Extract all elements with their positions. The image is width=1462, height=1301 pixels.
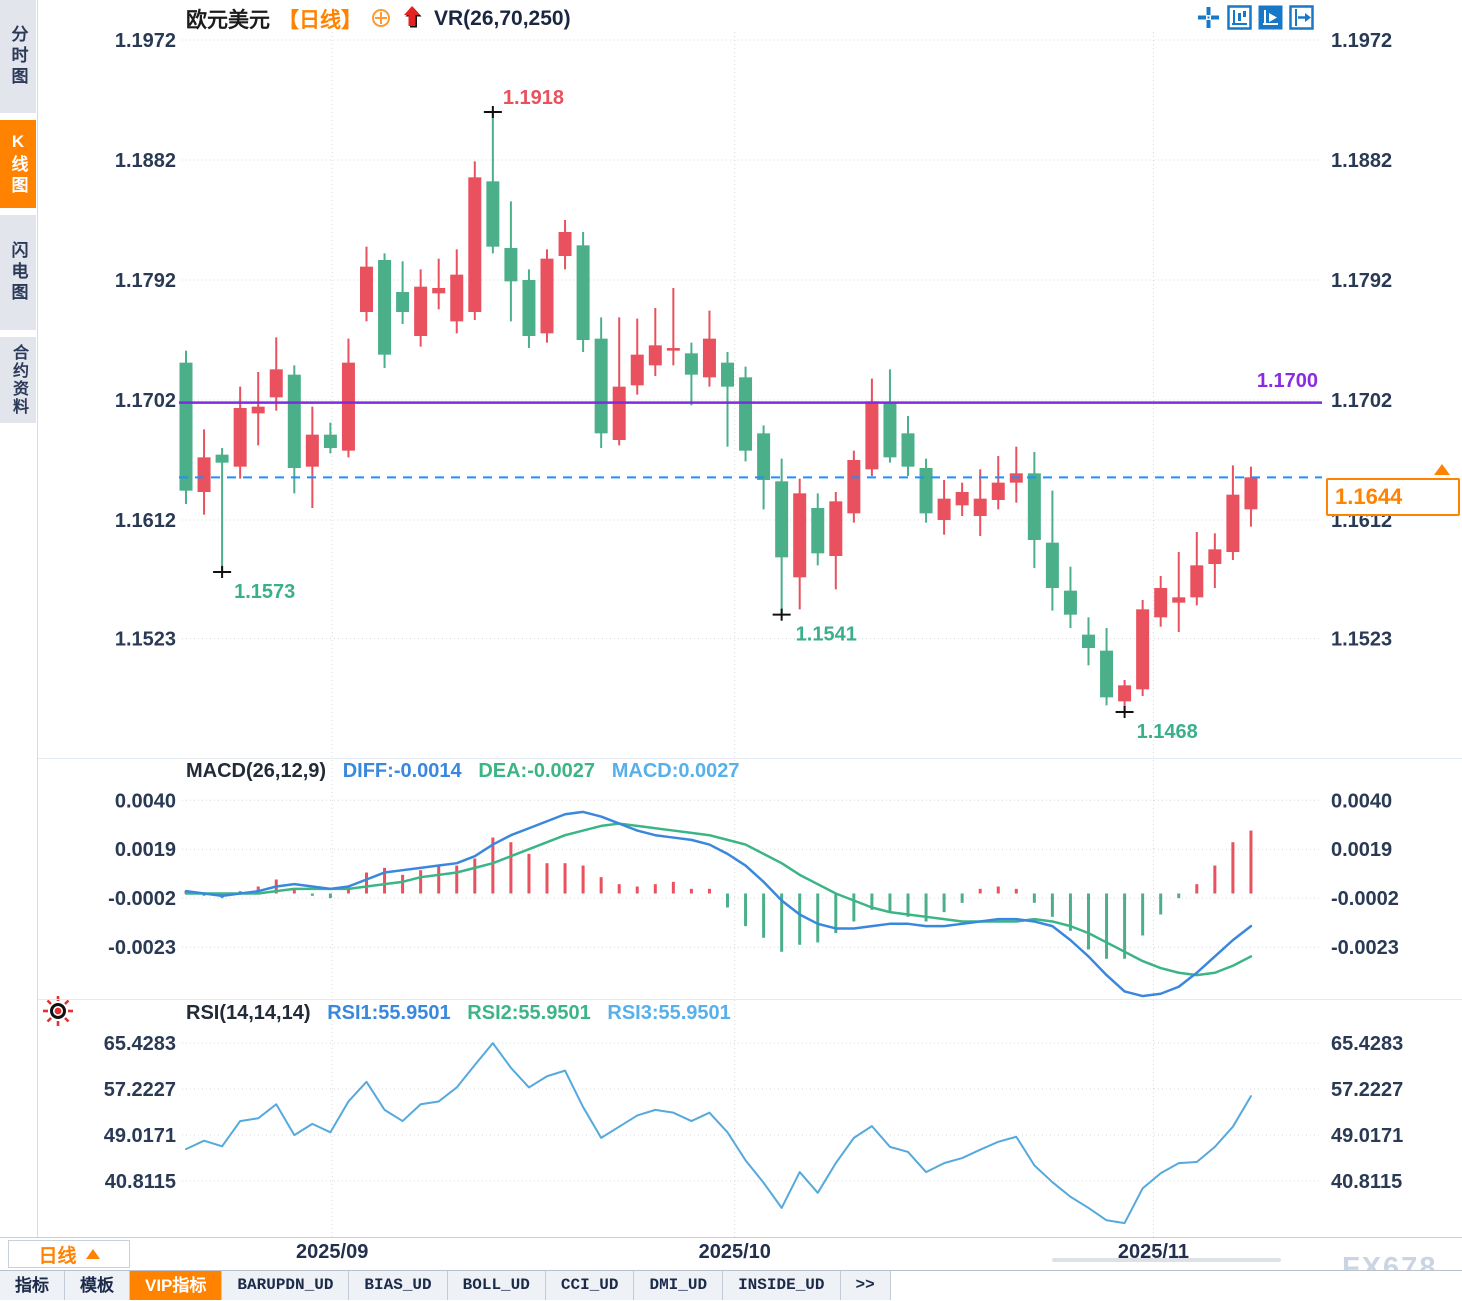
svg-text:1.1792: 1.1792 (1331, 270, 1392, 292)
tab-dmi-ud[interactable]: DMI_UD (634, 1271, 724, 1300)
svg-text:1.1612: 1.1612 (115, 510, 176, 532)
svg-text:49.0171: 49.0171 (1331, 1125, 1403, 1147)
svg-text:-0.0023: -0.0023 (1331, 937, 1399, 959)
pane-divider (38, 999, 1462, 1000)
chart-header: 欧元美元 【日线】 VR(26,70,250) (186, 5, 571, 33)
macd-diff-value: DIFF:-0.0014 (342, 760, 462, 782)
svg-text:-0.0023: -0.0023 (108, 937, 176, 959)
sidebar-item-contract-info[interactable]: 合约资料 (0, 337, 36, 423)
rsi-pane-header: RSI(14,14,14) RSI1:55.9501 RSI2:55.9501 … (186, 1002, 731, 1025)
svg-text:1.1573: 1.1573 (234, 581, 295, 603)
svg-text:-0.0002: -0.0002 (108, 888, 176, 910)
axis-scale-icon[interactable] (1227, 5, 1252, 30)
sidebar-item-label: 闪电图 (8, 241, 28, 304)
candlestick-chart[interactable]: 1.1972 1.1972 1.1882 1.1882 1.1792 1.1792 1.17… (0, 0, 1462, 1240)
period-selector-button[interactable]: 日线 (8, 1240, 130, 1268)
tab-vip-indicators[interactable]: VIP指标 (130, 1271, 223, 1300)
tab-bias-ud[interactable]: BIAS_UD (349, 1271, 448, 1300)
sidebar-item-label: 分时图 (8, 25, 28, 88)
chart-toolbar (1196, 5, 1314, 30)
svg-text:65.4283: 65.4283 (104, 1033, 176, 1055)
sidebar-item-label: 合约资料 (10, 344, 27, 416)
tab-barupdn-ud[interactable]: BARUPDN_UD (222, 1271, 350, 1300)
svg-text:0.0040: 0.0040 (115, 790, 176, 812)
macd-macd-value: MACD:0.0027 (611, 760, 740, 782)
indicator-tabstrip: 指标 模板 VIP指标 BARUPDN_UD BIAS_UD BOLL_UD C… (0, 1270, 1462, 1301)
chart-bottom-border (0, 1237, 1462, 1238)
svg-text:57.2227: 57.2227 (1331, 1079, 1403, 1101)
sidebar-item-timeline-chart[interactable]: 分时图 (0, 0, 36, 113)
horizontal-line-price-label: 1.1700 (1256, 370, 1318, 392)
svg-text:1.1882: 1.1882 (115, 150, 176, 172)
period-tag: 【日线】 (278, 9, 362, 32)
sidebar-item-flash-chart[interactable]: 闪电图 (0, 215, 36, 330)
add-indicator-icon[interactable] (370, 6, 392, 33)
macd-pane-header: MACD(26,12,9) DIFF:-0.0014 DEA:-0.0027 M… (186, 760, 740, 783)
svg-text:1.1972: 1.1972 (115, 30, 176, 52)
svg-text:1.1882: 1.1882 (1331, 150, 1392, 172)
tab-boll-ud[interactable]: BOLL_UD (447, 1271, 546, 1300)
x-axis-label-nov: 2025/11 (1117, 1241, 1190, 1263)
svg-text:1.1523: 1.1523 (115, 629, 176, 651)
svg-text:1.1702: 1.1702 (115, 390, 176, 412)
rsi2-value: RSI2:55.9501 (467, 1002, 591, 1024)
crosshair-icon[interactable] (1196, 5, 1221, 30)
symbol-title: 欧元美元 (186, 9, 270, 32)
sidebar-item-candlestick-chart[interactable]: K线图 (0, 120, 36, 208)
svg-text:1.1541: 1.1541 (796, 624, 857, 646)
price-up-triangle-icon (1434, 464, 1450, 475)
last-price-value: 1.1644 (1335, 484, 1403, 509)
rsi-name-label: RSI(14,14,14) (186, 1002, 311, 1024)
macd-dea-value: DEA:-0.0027 (478, 760, 596, 782)
x-axis-label-oct: 2025/10 (698, 1241, 771, 1263)
last-price-box: 1.1644 (1326, 478, 1460, 516)
rsi3-value: RSI3:55.9501 (607, 1002, 731, 1024)
rsi1-value: RSI1:55.9501 (327, 1002, 451, 1024)
chevron-up-icon (85, 1249, 100, 1259)
macd-name-label: MACD(26,12,9) (186, 760, 327, 782)
period-selector-label: 日线 (38, 1245, 77, 1267)
tab-indicators[interactable]: 指标 (0, 1271, 65, 1300)
sidebar-item-label: K线图 (8, 131, 28, 197)
svg-text:40.8115: 40.8115 (1331, 1171, 1402, 1193)
tabstrip-filler (890, 1271, 1462, 1301)
vr-indicator-label: VR(26,70,250) (434, 7, 571, 30)
svg-text:1.1972: 1.1972 (1331, 30, 1392, 52)
svg-text:0.0019: 0.0019 (1331, 839, 1392, 861)
svg-text:1.1468: 1.1468 (1137, 721, 1198, 743)
svg-text:0.0019: 0.0019 (115, 839, 176, 861)
tab-inside-ud[interactable]: INSIDE_UD (723, 1271, 841, 1300)
tab-cci-ud[interactable]: CCI_UD (545, 1271, 635, 1300)
svg-text:-0.0002: -0.0002 (1331, 888, 1399, 910)
tab-more[interactable]: >> (840, 1271, 891, 1300)
svg-text:57.2227: 57.2227 (104, 1079, 176, 1101)
svg-text:1.1918: 1.1918 (503, 87, 564, 109)
x-axis-label-sep: 2025/09 (296, 1241, 369, 1263)
svg-text:0.0040: 0.0040 (1331, 790, 1392, 812)
svg-text:1.1792: 1.1792 (115, 270, 176, 292)
pane-divider (38, 758, 1462, 759)
left-sidebar: 分时图 K线图 闪电图 合约资料 (0, 0, 36, 430)
pan-right-icon[interactable] (1289, 5, 1314, 30)
axis-scale-active-icon[interactable] (1258, 5, 1283, 30)
alert-hot-icon[interactable] (42, 995, 74, 1027)
sidebar-divider (37, 0, 38, 1238)
buy-signal-arrow-icon (400, 4, 424, 35)
svg-text:65.4283: 65.4283 (1331, 1033, 1403, 1055)
svg-text:1.1523: 1.1523 (1331, 629, 1392, 651)
tab-templates[interactable]: 模板 (65, 1271, 130, 1300)
svg-text:49.0171: 49.0171 (104, 1125, 176, 1147)
svg-text:40.8115: 40.8115 (105, 1171, 176, 1193)
svg-text:1.1702: 1.1702 (1331, 390, 1392, 412)
horizontal-scrollbar[interactable] (1052, 1258, 1281, 1262)
